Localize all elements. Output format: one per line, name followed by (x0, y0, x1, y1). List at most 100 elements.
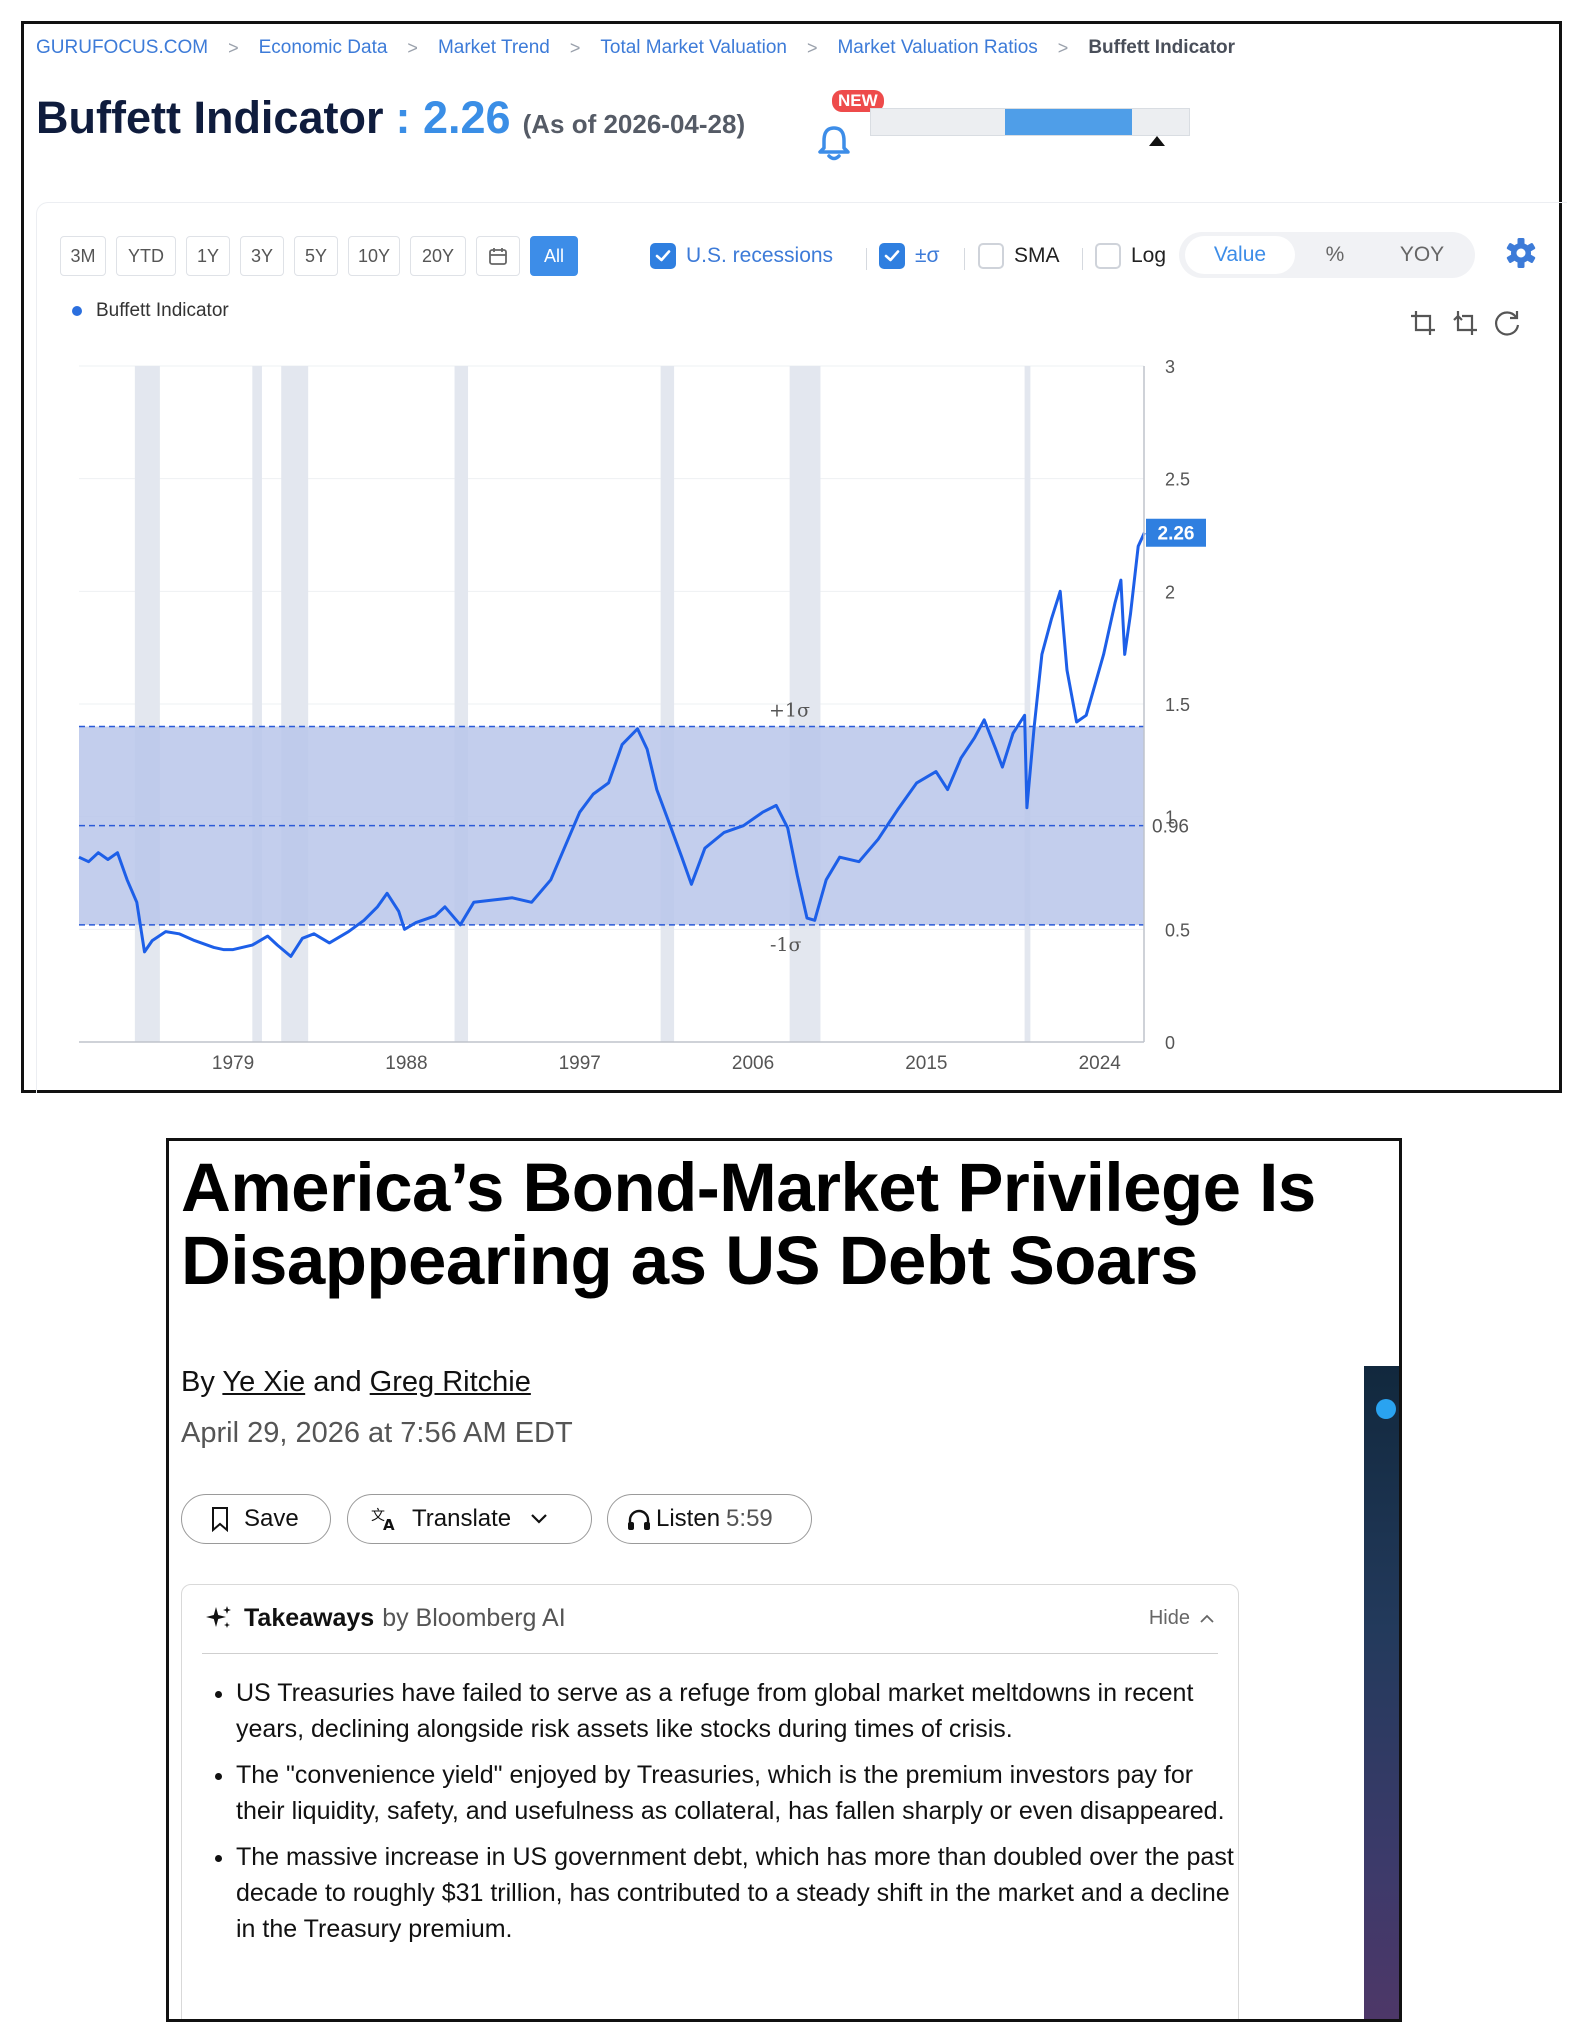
gear-icon[interactable] (1504, 236, 1538, 270)
divider (866, 248, 867, 270)
recession-band (134, 366, 160, 1042)
page-title: Buffett Indicator : 2.26 (As of 2026-04-… (36, 92, 745, 152)
calendar-icon (489, 248, 507, 265)
chevron-down-icon (531, 1514, 547, 1524)
checkbox-checked-icon (650, 243, 676, 269)
recessions-toggle[interactable]: U.S. recessions (650, 238, 833, 274)
recession-band (789, 366, 821, 1042)
divider (1082, 248, 1083, 270)
hide-takeaways-button[interactable]: Hide (1149, 1607, 1216, 1630)
x-tick-label: 2024 (1079, 1053, 1122, 1074)
gurufocus-panel: GURUFOCUS.COM > Economic Data > Market T… (21, 21, 1567, 1093)
chart-card (36, 202, 1567, 1093)
view-value-button[interactable]: Value (1185, 236, 1295, 274)
article-headline: America’s Bond-Market Privilege Is Disap… (181, 1149, 1316, 1299)
crop-icon[interactable] (1408, 308, 1438, 338)
recession-band (252, 366, 262, 1042)
x-tick-label: 1997 (559, 1053, 601, 1074)
x-tick-label: 1988 (385, 1053, 427, 1074)
x-tick-label: 1979 (212, 1053, 254, 1074)
view-yoy-button[interactable]: YOY (1399, 243, 1445, 266)
listen-button[interactable]: Listen 5:59 (607, 1494, 812, 1544)
sma-toggle[interactable]: SMA (978, 238, 1060, 274)
recession-band (281, 366, 309, 1042)
valuation-gauge-fill (1004, 109, 1132, 135)
sigma-toggle[interactable]: ±σ (879, 238, 940, 274)
chevron-right-icon: > (569, 37, 581, 58)
range-1y-button[interactable]: 1Y (186, 236, 230, 276)
x-tick-label: 2006 (732, 1053, 774, 1074)
divider (202, 1653, 1218, 1654)
legend-label: Buffett Indicator (96, 300, 229, 321)
chevron-right-icon: > (806, 37, 818, 58)
recession-band (1024, 366, 1031, 1042)
publish-date: April 29, 2026 at 7:56 AM EDT (181, 1417, 573, 1449)
chevron-up-icon (1200, 1614, 1214, 1623)
range-20y-button[interactable]: 20Y (410, 236, 466, 276)
sma-label: SMA (1014, 244, 1060, 267)
log-toggle[interactable]: Log (1095, 238, 1166, 274)
crop-reset-icon[interactable] (1450, 308, 1480, 338)
view-percent-button[interactable]: % (1325, 243, 1345, 266)
takeaways-title: Takeaways (244, 1603, 375, 1632)
chevron-right-icon: > (228, 37, 239, 58)
headphones-icon (628, 1509, 650, 1530)
breadcrumb: GURUFOCUS.COM > Economic Data > Market T… (36, 36, 1235, 60)
byline-prefix: By (181, 1366, 223, 1398)
takeaways-source: by Bloomberg AI (382, 1603, 566, 1632)
title-separator: : (395, 92, 423, 143)
author-link-2[interactable]: Greg Ritchie (369, 1366, 531, 1398)
recessions-label: U.S. recessions (686, 244, 834, 267)
side-advertisement[interactable] (1364, 1366, 1399, 2019)
divider (964, 248, 965, 270)
byline-and: and (305, 1366, 370, 1398)
breadcrumb-total-market-valuation[interactable]: Total Market Valuation (600, 37, 787, 58)
range-3m-button[interactable]: 3M (60, 236, 106, 276)
breadcrumb-gurufocus[interactable]: GURUFOCUS.COM (36, 37, 209, 58)
last-value-label: 2.26 (1158, 524, 1195, 545)
range-5y-button[interactable]: 5Y (294, 236, 338, 276)
range-10y-button[interactable]: 10Y (348, 236, 400, 276)
checkbox-unchecked-icon (1095, 243, 1121, 269)
checkbox-checked-icon (879, 243, 905, 269)
range-3y-button[interactable]: 3Y (240, 236, 284, 276)
takeaway-item: US Treasuries have failed to serve as a … (236, 1675, 1236, 1747)
last-value-box (1146, 518, 1206, 547)
y-tick-label: 2 (1165, 582, 1175, 602)
translate-label: Translate (412, 1505, 512, 1532)
listen-label: Listen (656, 1505, 721, 1532)
calendar-button[interactable] (476, 236, 520, 276)
side-indicator-dot (1376, 1399, 1396, 1419)
chevron-right-icon: > (1057, 37, 1069, 58)
recession-band (454, 366, 469, 1042)
range-selector: 3M YTD 1Y 3Y 5Y 10Y 20Y All (60, 236, 578, 276)
sparkle-icon (206, 1606, 231, 1628)
chart-legend[interactable]: Buffett Indicator (72, 300, 229, 322)
range-all-button[interactable]: All (530, 236, 578, 276)
translate-icon: 文A (371, 1508, 395, 1532)
indicator-title: Buffett Indicator (36, 92, 384, 143)
view-mode-toggle: Value % YOY (1179, 232, 1475, 278)
log-label: Log (1131, 244, 1167, 267)
mean-label: 0.96 (1152, 817, 1189, 838)
bloomberg-article-panel: America’s Bond-Market Privilege Is Disap… (166, 1138, 1402, 2022)
y-tick-label: 0.5 (1165, 920, 1190, 940)
range-ytd-button[interactable]: YTD (116, 236, 176, 276)
y-tick-label: 2.5 (1165, 470, 1190, 490)
as-of-date: (As of 2026-04-28) (522, 109, 746, 139)
refresh-icon[interactable] (1492, 308, 1522, 338)
bell-icon[interactable] (814, 114, 854, 164)
listen-duration: 5:59 (726, 1505, 773, 1532)
sigma-lower-label: -1σ (770, 934, 802, 956)
breadcrumb-market-valuation-ratios[interactable]: Market Valuation Ratios (837, 37, 1038, 58)
y-tick-label: 1 (1165, 808, 1175, 828)
save-button[interactable]: Save (181, 1494, 331, 1544)
svg-text:文: 文 (371, 1508, 385, 1524)
author-link-1[interactable]: Ye Xie (222, 1366, 306, 1398)
breadcrumb-economic-data[interactable]: Economic Data (258, 37, 388, 58)
breadcrumb-market-trend[interactable]: Market Trend (437, 37, 550, 58)
indicator-value: : 2.26 (395, 92, 510, 144)
svg-text:A: A (383, 1516, 395, 1532)
takeaway-item: The massive increase in US government de… (236, 1839, 1236, 1947)
